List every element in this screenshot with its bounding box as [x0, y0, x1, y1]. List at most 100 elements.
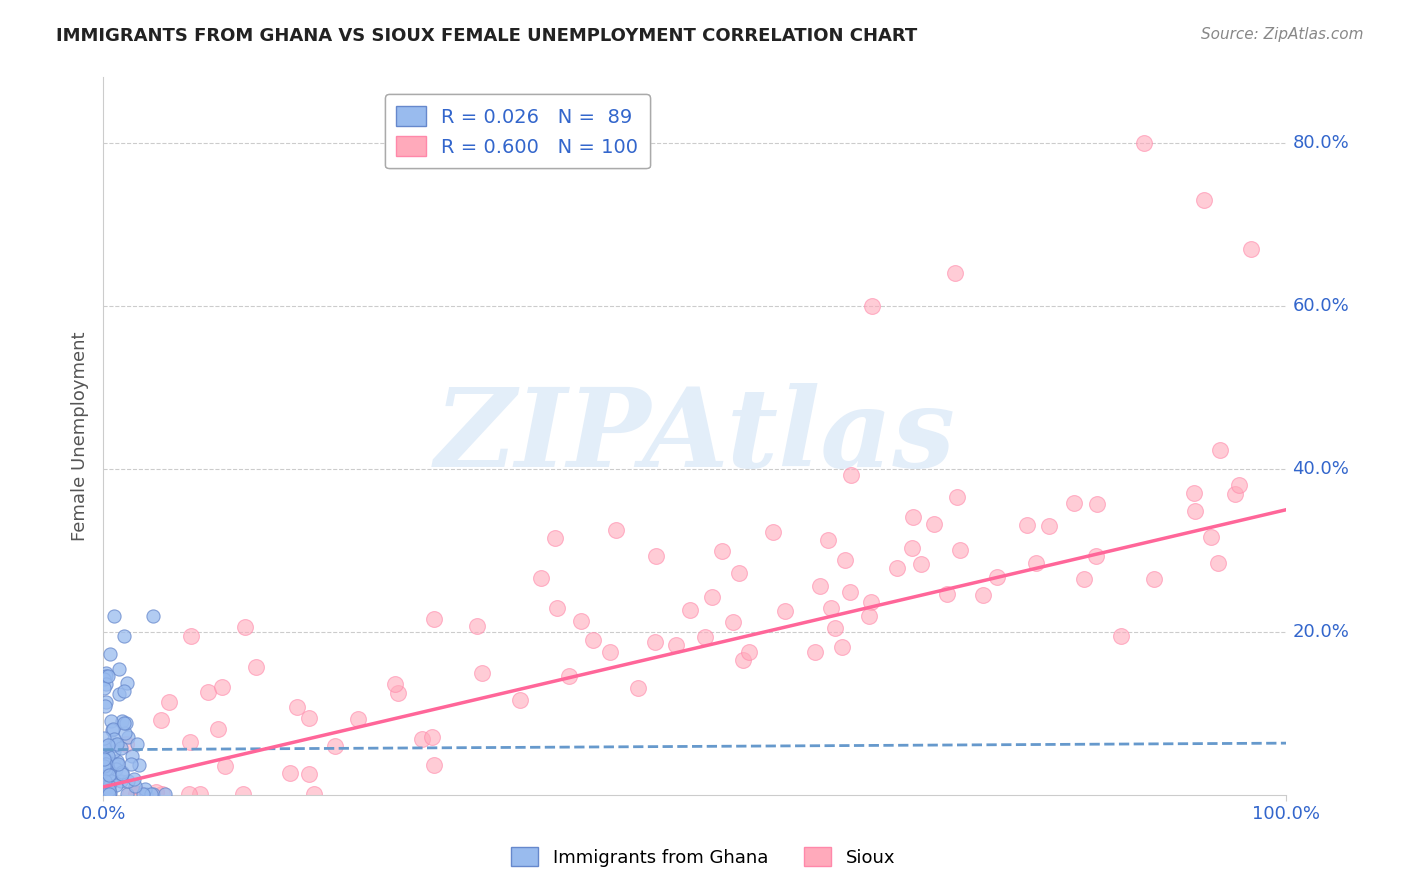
Point	[128, 757, 150, 772]
Point	[1199, 530, 1222, 544]
Point	[644, 634, 666, 648]
Point	[922, 516, 945, 531]
Point	[104, 762, 127, 776]
Point	[858, 609, 880, 624]
Point	[93, 681, 115, 696]
Point	[1143, 572, 1166, 586]
Point	[128, 787, 150, 801]
Point	[762, 524, 785, 539]
Point	[135, 787, 157, 801]
Point	[943, 266, 966, 280]
Point	[94, 695, 117, 709]
Point	[110, 774, 132, 789]
Point	[543, 531, 565, 545]
Point	[105, 737, 128, 751]
Point	[97, 749, 120, 764]
Point	[839, 585, 862, 599]
Point	[98, 787, 121, 801]
Point	[1206, 556, 1229, 570]
Point	[120, 787, 142, 801]
Point	[103, 732, 125, 747]
Point	[139, 787, 162, 801]
Point	[97, 786, 120, 800]
Point	[100, 723, 122, 738]
Point	[700, 590, 723, 604]
Point	[509, 692, 531, 706]
Point	[731, 653, 754, 667]
Point	[197, 685, 219, 699]
Point	[157, 694, 180, 708]
Point	[347, 712, 370, 726]
Point	[558, 669, 581, 683]
Point	[96, 763, 118, 777]
Point	[94, 744, 117, 758]
Point	[112, 629, 135, 643]
Point	[105, 737, 128, 751]
Point	[599, 645, 621, 659]
Text: 60.0%: 60.0%	[1292, 297, 1350, 315]
Point	[98, 783, 121, 797]
Point	[1223, 487, 1246, 501]
Point	[98, 787, 121, 801]
Point	[1085, 549, 1108, 563]
Point	[298, 711, 321, 725]
Point	[773, 604, 796, 618]
Point	[150, 787, 173, 801]
Point	[97, 768, 120, 782]
Point	[112, 715, 135, 730]
Point	[1038, 518, 1060, 533]
Point	[100, 773, 122, 788]
Point	[949, 542, 972, 557]
Point	[1184, 504, 1206, 518]
Point	[150, 713, 173, 727]
Point	[471, 666, 494, 681]
Point	[808, 579, 831, 593]
Point	[132, 787, 155, 801]
Point	[278, 765, 301, 780]
Point	[105, 756, 128, 771]
Point	[107, 662, 129, 676]
Point	[1085, 497, 1108, 511]
Point	[100, 714, 122, 729]
Point	[94, 676, 117, 690]
Point	[232, 787, 254, 801]
Point	[105, 754, 128, 768]
Y-axis label: Female Unemployment: Female Unemployment	[72, 332, 89, 541]
Point	[103, 722, 125, 736]
Point	[97, 668, 120, 682]
Point	[298, 767, 321, 781]
Point	[302, 787, 325, 801]
Point	[125, 787, 148, 801]
Point	[1015, 517, 1038, 532]
Point	[986, 570, 1008, 584]
Point	[121, 748, 143, 763]
Point	[105, 738, 128, 752]
Point	[98, 770, 121, 784]
Point	[804, 645, 827, 659]
Point	[1111, 629, 1133, 643]
Point	[115, 716, 138, 731]
Text: IMMIGRANTS FROM GHANA VS SIOUX FEMALE UNEMPLOYMENT CORRELATION CHART: IMMIGRANTS FROM GHANA VS SIOUX FEMALE UN…	[56, 27, 918, 45]
Point	[420, 730, 443, 744]
Point	[214, 758, 236, 772]
Point	[93, 758, 115, 772]
Point	[179, 735, 201, 749]
Point	[96, 764, 118, 779]
Point	[93, 751, 115, 765]
Point	[103, 744, 125, 758]
Point	[711, 544, 734, 558]
Point	[115, 787, 138, 801]
Point	[105, 778, 128, 792]
Point	[831, 640, 853, 654]
Point	[824, 621, 846, 635]
Point	[94, 749, 117, 764]
Point	[97, 779, 120, 793]
Point	[97, 787, 120, 801]
Point	[627, 681, 650, 696]
Point	[859, 594, 882, 608]
Text: 40.0%: 40.0%	[1292, 460, 1350, 478]
Point	[111, 764, 134, 779]
Point	[93, 672, 115, 686]
Point	[108, 687, 131, 701]
Point	[1182, 486, 1205, 500]
